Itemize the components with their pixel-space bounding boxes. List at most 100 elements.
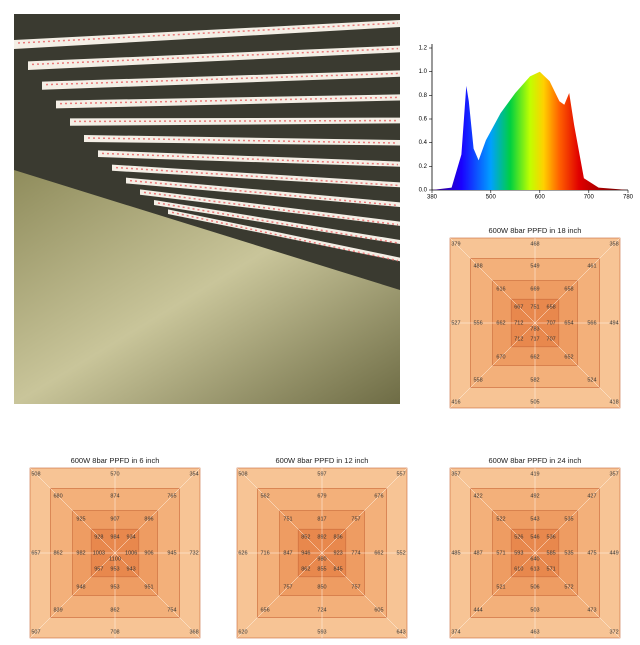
ppfd-value: 1003 <box>93 550 105 556</box>
spectrum-area <box>432 71 628 190</box>
ppfd-value: 566 <box>587 320 596 326</box>
light-bar <box>28 45 400 70</box>
y-tick-label: 0.6 <box>419 117 428 123</box>
ppfd-value: 717 <box>530 337 539 343</box>
light-bar <box>84 135 400 146</box>
x-tick-label: 380 <box>427 195 438 201</box>
ppfd-value: 374 <box>451 630 460 636</box>
ppfd-value: 549 <box>530 264 539 270</box>
led-strip <box>157 202 399 244</box>
ppfd-value: 461 <box>587 264 596 270</box>
ppfd-map: 600W 8bar PPFD in 18 inch 379 468 358 527 494… <box>449 226 621 409</box>
ppfd-value: 485 <box>451 550 460 556</box>
ppfd-value: 751 <box>283 516 292 522</box>
led-strip <box>101 152 399 166</box>
ppfd-value: 508 <box>238 471 247 477</box>
ppfd-value: 379 <box>451 241 460 247</box>
ppfd-value: 765 <box>167 494 176 500</box>
ppfd-value: 892 <box>317 534 326 540</box>
ppfd-value: 658 <box>564 286 573 292</box>
ppfd-value: 507 <box>31 630 40 636</box>
ppfd-value: 372 <box>609 630 618 636</box>
ppfd-value: 526 <box>514 534 523 540</box>
ppfd-value: 957 <box>94 567 103 573</box>
ppfd-value: 757 <box>351 584 360 590</box>
ppfd-value: 852 <box>301 534 310 540</box>
ppfd-value: 419 <box>530 471 539 477</box>
ppfd-value: 679 <box>317 494 326 500</box>
ppfd-value: 449 <box>609 550 618 556</box>
led-strip <box>73 119 399 123</box>
light-bar <box>154 200 400 244</box>
ppfd-value: 874 <box>110 494 119 500</box>
ppfd-value: 503 <box>530 607 539 613</box>
ppfd-value: 754 <box>167 607 176 613</box>
ppfd-value: 593 <box>317 630 326 636</box>
ppfd-value: 707 <box>547 320 556 326</box>
ppfd-value: 357 <box>609 471 618 477</box>
ppfd-value: 751 <box>530 304 539 310</box>
y-tick-label: 0.8 <box>419 93 428 99</box>
ppfd-value: 925 <box>76 516 85 522</box>
ppfd-value: 836 <box>334 534 343 540</box>
ppfd-value: 862 <box>110 607 119 613</box>
ppfd-value: 571 <box>547 567 556 573</box>
ppfd-value: 524 <box>587 377 596 383</box>
ppfd-value: 948 <box>76 584 85 590</box>
map-title: 600W 8bar PPFD in 18 inch <box>489 226 582 235</box>
ppfd-center: 980 <box>317 556 326 562</box>
ppfd-value: 946 <box>301 550 310 556</box>
ppfd-value: 368 <box>189 630 198 636</box>
ppfd-map: 600W 8bar PPFD in 12 inch 508 597 557 626 552… <box>236 456 408 639</box>
ppfd-value: 1006 <box>125 550 137 556</box>
ppfd-value: 662 <box>530 354 539 360</box>
ppfd-value: 757 <box>351 516 360 522</box>
ppfd-value: 616 <box>496 286 505 292</box>
ppfd-value: 855 <box>317 567 326 573</box>
led-strip <box>87 137 399 144</box>
y-tick-label: 0.4 <box>419 140 428 146</box>
ppfd-value: 850 <box>317 584 326 590</box>
ppfd-value: 896 <box>144 516 153 522</box>
ppfd-value: 708 <box>110 630 119 636</box>
ppfd-value: 473 <box>587 607 596 613</box>
ppfd-value: 354 <box>189 471 198 477</box>
ppfd-value: 839 <box>53 607 62 613</box>
ppfd-map: 600W 8bar PPFD in 24 inch 357 419 357 485 449… <box>449 456 621 639</box>
x-tick-label: 700 <box>584 195 595 201</box>
ppfd-value: 571 <box>496 550 505 556</box>
ppfd-value: 906 <box>144 550 153 556</box>
ppfd-value: 535 <box>564 550 573 556</box>
ppfd-value: 522 <box>496 516 505 522</box>
y-tick-label: 0.2 <box>419 164 428 170</box>
ppfd-value: 732 <box>189 550 198 556</box>
ppfd-value: 605 <box>374 607 383 613</box>
ppfd-value: 572 <box>564 584 573 590</box>
ppfd-value: 669 <box>530 286 539 292</box>
light-bar <box>126 177 400 207</box>
ppfd-value: 817 <box>317 516 326 522</box>
ppfd-center: 783 <box>530 326 539 332</box>
ppfd-value: 494 <box>609 320 618 326</box>
ppfd-value: 862 <box>53 550 62 556</box>
ppfd-value: 570 <box>110 471 119 477</box>
light-bar <box>42 70 400 90</box>
ppfd-value: 492 <box>530 494 539 500</box>
ppfd-value: 416 <box>451 400 460 406</box>
ppfd-map: 600W 8bar PPFD in 6 inch 508 570 354 657 732 5… <box>29 456 201 639</box>
ppfd-value: 556 <box>473 320 482 326</box>
ppfd-value: 620 <box>238 630 247 636</box>
led-strip <box>115 166 399 187</box>
ppfd-value: 652 <box>564 354 573 360</box>
ppfd-value: 928 <box>94 534 103 540</box>
ppfd-value: 774 <box>351 550 360 556</box>
ppfd-value: 597 <box>317 471 326 477</box>
ppfd-value: 670 <box>496 354 505 360</box>
ppfd-value: 707 <box>547 337 556 343</box>
grow-light-photo <box>14 14 400 404</box>
map-title: 600W 8bar PPFD in 12 inch <box>276 456 369 465</box>
ppfd-value: 422 <box>473 494 482 500</box>
ppfd-value: 557 <box>396 471 405 477</box>
ppfd-value: 488 <box>473 264 482 270</box>
ppfd-center: 640 <box>530 556 539 562</box>
